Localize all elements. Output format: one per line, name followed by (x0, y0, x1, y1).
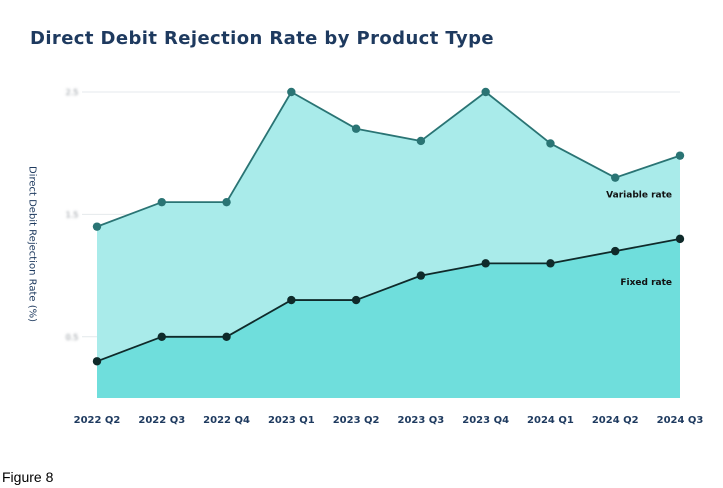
data-point (611, 246, 620, 256)
y-tick-label: 0.5 (66, 333, 79, 342)
data-point (287, 295, 296, 305)
x-tick-labels: 2022 Q2 2022 Q3 2022 Q4 2023 Q1 2023 Q2 2023 … (74, 415, 704, 426)
data-point (157, 197, 166, 207)
x-tick-label: 2024 Q3 (657, 415, 704, 426)
data-point (416, 271, 426, 280)
data-point (675, 234, 685, 244)
data-point (481, 259, 490, 268)
x-tick-label: 2023 Q4 (462, 415, 509, 426)
data-point (546, 259, 555, 268)
x-tick-label: 2023 Q1 (268, 415, 315, 426)
data-point (481, 87, 490, 97)
series-label-variable: Variable rate (606, 191, 672, 201)
data-point (92, 357, 102, 366)
x-tick-label: 2022 Q4 (203, 415, 250, 426)
series-line-0 (96, 91, 681, 228)
x-tick-label: 2024 Q2 (592, 415, 639, 426)
data-point (157, 332, 166, 341)
data-point (416, 136, 426, 146)
series-area-1 (97, 238, 680, 398)
data-point (287, 87, 296, 97)
data-point (222, 197, 231, 207)
data-point (351, 295, 361, 305)
data-point (222, 332, 231, 341)
y-tick-labels: 0.5 1.5 2.5 (66, 88, 79, 342)
x-tick-label: 2023 Q2 (333, 415, 380, 426)
x-tick-label: 2022 Q2 (74, 415, 121, 426)
x-tick-label: 2024 Q1 (527, 415, 574, 426)
y-tick-label: 2.5 (66, 88, 79, 97)
figure-caption: Figure 8 (2, 469, 54, 485)
series-line-1 (96, 237, 681, 363)
data-point (611, 173, 620, 182)
data-point (675, 151, 685, 160)
series-lines (96, 91, 681, 363)
chart-title: Direct Debit Rejection Rate by Product T… (30, 28, 494, 49)
y-tick-label: 1.5 (66, 210, 79, 219)
data-point (546, 139, 555, 148)
x-tick-label: 2023 Q3 (397, 415, 444, 426)
series-label-fixed: Fixed rate (620, 278, 672, 288)
series-labels: Variable rate Fixed rate (606, 191, 672, 288)
series-areas (97, 92, 680, 398)
x-tick-label: 2022 Q3 (138, 415, 185, 426)
series-points (92, 87, 685, 366)
data-point (351, 124, 361, 133)
data-point (92, 222, 102, 231)
